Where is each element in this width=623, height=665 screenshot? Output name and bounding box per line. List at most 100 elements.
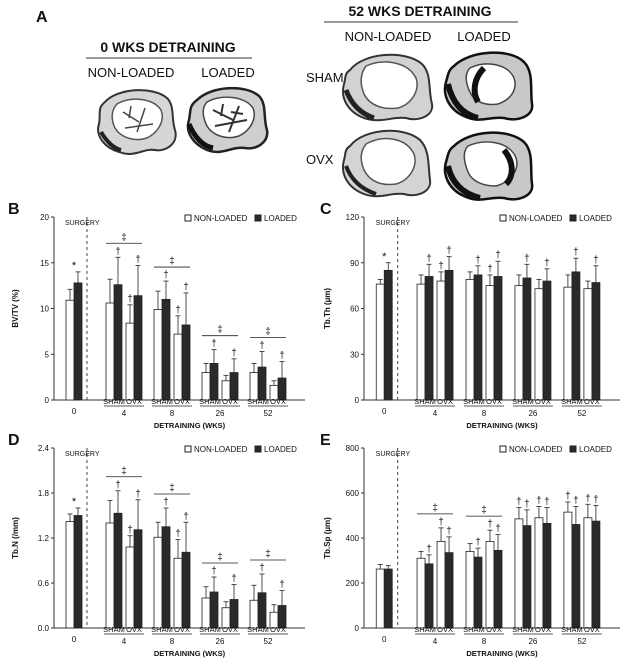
sig-dagger: † <box>183 511 189 522</box>
x-category-label: 52 <box>577 409 586 418</box>
bar-sham-loaded <box>424 563 434 629</box>
bar-baseline-loaded <box>383 269 393 401</box>
panel-letter: D <box>8 432 20 449</box>
bar-sham-loaded <box>209 362 219 401</box>
left-title: 0 WKS DETRAINING <box>100 39 235 55</box>
group-label-sham: SHAM <box>414 397 436 406</box>
group-label-ovx: OVX <box>270 397 286 406</box>
bar-sham-loaded <box>473 274 483 401</box>
bar-sham-nonloaded <box>514 285 524 401</box>
group-label-ovx: OVX <box>126 625 142 634</box>
bar-ovx-nonloaded <box>125 322 135 401</box>
group-label-sham: SHAM <box>561 397 583 406</box>
bar-sham-nonloaded <box>249 599 259 629</box>
x-category-label: 0 <box>382 407 387 416</box>
legend-loaded: LOADED <box>579 445 612 454</box>
group-label-ovx: OVX <box>584 625 600 634</box>
x-category-label: 8 <box>482 637 487 646</box>
x-axis-label: DETRAINING (WKS) <box>466 421 538 430</box>
bar-sham-nonloaded <box>416 557 426 629</box>
legend-swatch-nonloaded <box>499 445 507 453</box>
y-tick-label: 0 <box>355 624 360 633</box>
bar-sham-loaded <box>161 298 171 401</box>
sig-star: * <box>72 496 77 508</box>
group-label-ovx: OVX <box>486 397 502 406</box>
group-label-sham: SHAM <box>561 625 583 634</box>
sig-dagger: † <box>544 258 550 269</box>
sig-dagger: † <box>495 250 501 261</box>
bar-sham-nonloaded <box>153 309 163 401</box>
bone-image-0wk-nonloaded <box>97 89 177 155</box>
group-label-ovx: OVX <box>486 625 502 634</box>
bone-image-52wk-ovx-loaded <box>443 131 534 201</box>
panel-a-letter: A <box>36 9 48 26</box>
bar-baseline-loaded <box>73 515 83 629</box>
y-axis-label: Tb.Th (µm) <box>323 288 332 329</box>
group-label-sham: SHAM <box>247 625 269 634</box>
group-label-sham: SHAM <box>199 397 221 406</box>
x-axis-label: DETRAINING (WKS) <box>154 421 226 430</box>
sig-star: * <box>382 251 387 263</box>
y-tick-label: 15 <box>40 259 49 268</box>
group-label-ovx: OVX <box>535 625 551 634</box>
y-tick-label: 2.4 <box>38 444 50 453</box>
sig-dagger: † <box>426 253 432 264</box>
sig-dagger: † <box>279 580 285 591</box>
bar-sham-loaded <box>522 277 532 401</box>
sig-dagger: † <box>135 489 141 500</box>
y-tick-label: 60 <box>350 305 359 314</box>
y-tick-label: 800 <box>346 444 360 453</box>
bar-ovx-nonloaded <box>173 333 183 401</box>
panel-letter: B <box>8 201 20 218</box>
y-tick-label: 0.0 <box>38 624 50 633</box>
bone-image-0wk-loaded <box>186 86 269 154</box>
group-label-sham: SHAM <box>414 625 436 634</box>
legend-loaded: LOADED <box>264 445 297 454</box>
bar-baseline-nonloaded <box>375 568 385 629</box>
group-label-ovx: OVX <box>174 625 190 634</box>
x-category-label: 26 <box>528 637 537 646</box>
x-category-label: 8 <box>482 409 487 418</box>
bar-baseline-loaded <box>73 282 83 401</box>
y-tick-label: 90 <box>350 259 359 268</box>
sig-star: * <box>72 260 77 272</box>
bar-charts: B 0 5 10 15 20 BV/TV (%) SURGERY NON-LOADED LOADE… <box>8 201 620 658</box>
surgery-label: SURGERY <box>65 220 100 227</box>
y-tick-label: 200 <box>346 579 360 588</box>
sig-double-dagger: ‡ <box>217 325 223 336</box>
sig-dagger: † <box>175 305 181 316</box>
sig-double-dagger: ‡ <box>265 327 271 338</box>
legend-nonloaded: NON-LOADED <box>509 445 563 454</box>
chart-b: B 0 5 10 15 20 BV/TV (%) SURGERY NON-LOADED LOADE… <box>8 201 305 430</box>
bar-sham-nonloaded <box>563 286 573 401</box>
y-tick-label: 1.2 <box>38 534 50 543</box>
bar-sham-nonloaded <box>153 536 163 629</box>
bar-sham-nonloaded <box>249 372 259 401</box>
legend-swatch-loaded <box>569 214 577 222</box>
x-category-label: 8 <box>170 409 175 418</box>
group-label-sham: SHAM <box>103 625 125 634</box>
sig-dagger: † <box>175 529 181 540</box>
bar-ovx-loaded <box>444 269 454 401</box>
y-tick-label: 0 <box>355 396 360 405</box>
bar-sham-nonloaded <box>465 551 475 629</box>
right-col-loaded: LOADED <box>457 29 510 44</box>
group-label-ovx: OVX <box>437 397 453 406</box>
bar-sham-loaded <box>113 284 123 401</box>
group-label-sham: SHAM <box>247 397 269 406</box>
group-label-sham: SHAM <box>103 397 125 406</box>
bar-sham-nonloaded <box>201 597 211 629</box>
legend-nonloaded: NON-LOADED <box>194 445 248 454</box>
legend-swatch-loaded <box>254 214 262 222</box>
group-label-ovx: OVX <box>174 397 190 406</box>
x-category-label: 0 <box>72 407 77 416</box>
right-title: 52 WKS DETRAINING <box>348 3 491 19</box>
chart-c: C 0 30 60 90 120 Tb.Th (µm) SURGERY NON-LOADED LO… <box>320 201 620 430</box>
legend-nonloaded: NON-LOADED <box>509 214 563 223</box>
bar-ovx-nonloaded <box>436 540 446 629</box>
bar-ovx-nonloaded <box>534 517 544 629</box>
bar-ovx-loaded <box>493 549 503 629</box>
bar-ovx-loaded <box>229 372 239 401</box>
legend-swatch-loaded <box>254 445 262 453</box>
x-axis-label: DETRAINING (WKS) <box>466 649 538 658</box>
